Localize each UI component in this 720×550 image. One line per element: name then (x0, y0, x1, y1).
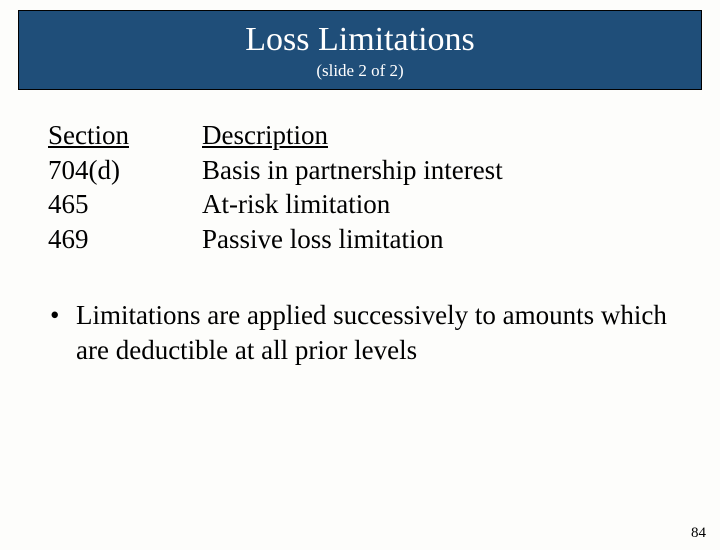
slide-subtitle: (slide 2 of 2) (19, 61, 701, 81)
section-description-table: Section 704(d) 465 469 Description Basis… (48, 118, 672, 256)
column-header-description: Description (202, 118, 503, 153)
section-cell: 469 (48, 222, 168, 257)
slide-header: Loss Limitations (slide 2 of 2) (18, 10, 702, 90)
column-header-section: Section (48, 118, 168, 153)
section-cell: 465 (48, 187, 168, 222)
bullet-item: • Limitations are applied successively t… (48, 298, 672, 367)
description-cell: Passive loss limitation (202, 222, 503, 257)
description-cell: At-risk limitation (202, 187, 503, 222)
bullet-text: Limitations are applied successively to … (76, 298, 672, 367)
page-number: 84 (691, 525, 706, 542)
section-cell: 704(d) (48, 153, 168, 188)
slide-title: Loss Limitations (19, 21, 701, 59)
column-section: Section 704(d) 465 469 (48, 118, 168, 256)
bullet-marker-icon: • (48, 298, 76, 333)
column-description: Description Basis in partnership interes… (202, 118, 503, 256)
description-cell: Basis in partnership interest (202, 153, 503, 188)
slide-content: Section 704(d) 465 469 Description Basis… (0, 90, 720, 367)
